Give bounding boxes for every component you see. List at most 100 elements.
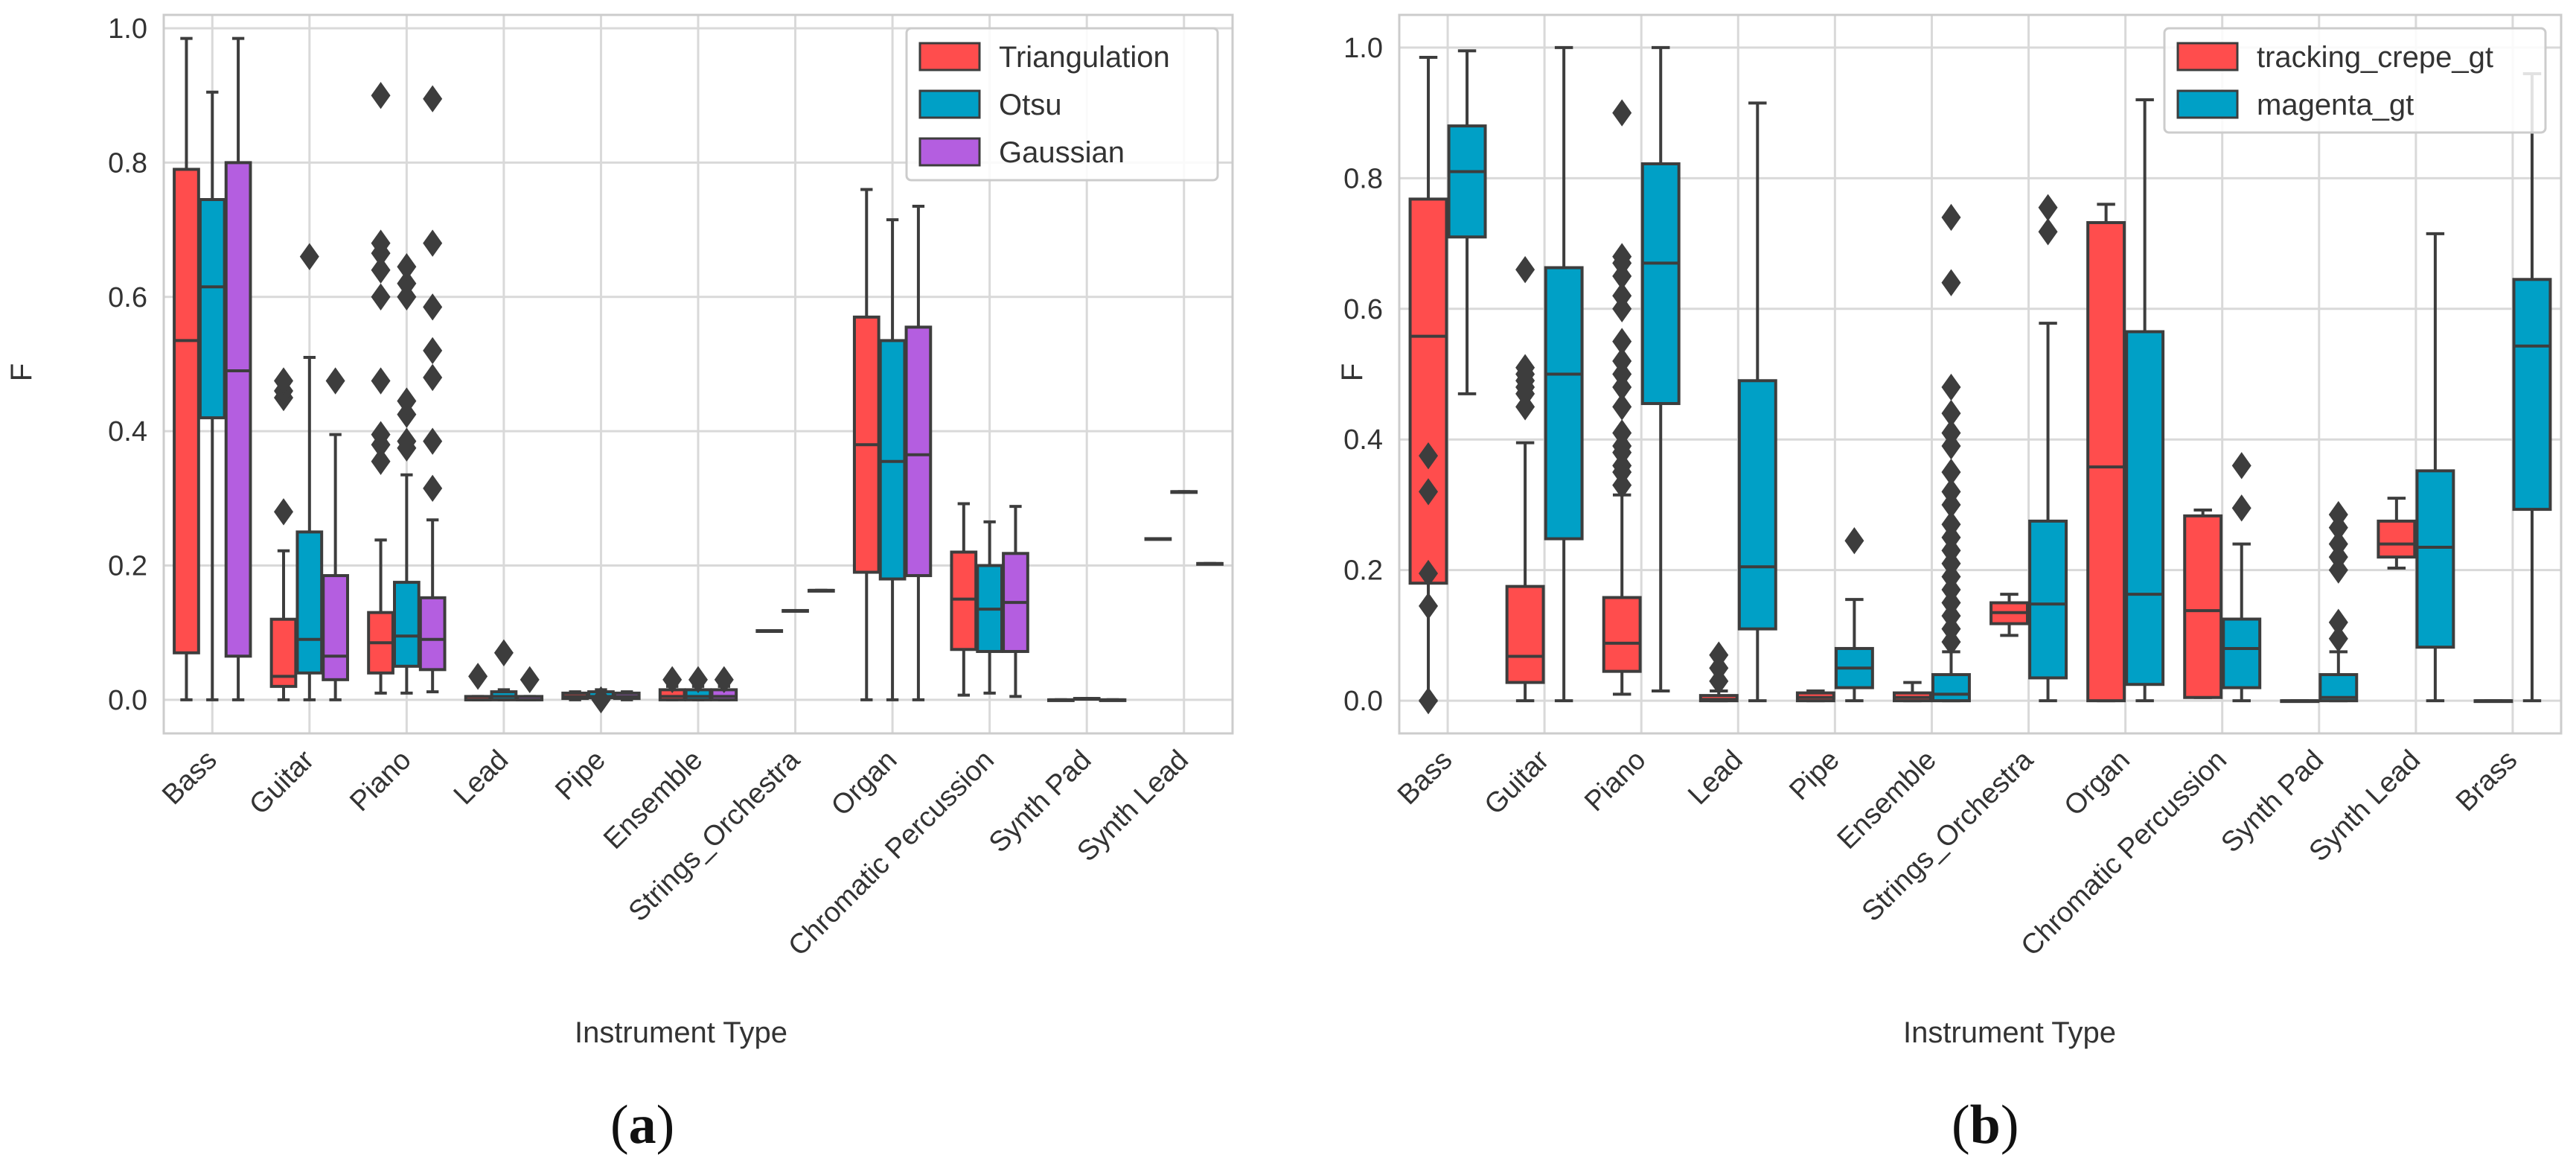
y-tick-label: 0.0 bbox=[1343, 686, 1383, 717]
x-tick-label: Organ bbox=[825, 745, 903, 822]
outlier-marker bbox=[2231, 494, 2251, 522]
outlier-marker bbox=[468, 663, 488, 690]
box-iqr bbox=[2512, 278, 2552, 512]
outlier-marker bbox=[1941, 399, 1961, 427]
box-Triangulation-Synth Lead bbox=[1144, 537, 1172, 541]
box-iqr bbox=[295, 530, 324, 675]
panel-label-open: ( bbox=[610, 1095, 629, 1156]
x-tick-label: Pipe bbox=[549, 745, 611, 806]
outlier-marker bbox=[662, 666, 683, 694]
outlier-marker bbox=[371, 447, 391, 475]
box-Triangulation-Organ bbox=[852, 188, 880, 701]
legend-label: Triangulation bbox=[999, 41, 1170, 74]
x-tick-label: Lead bbox=[448, 745, 514, 811]
outlier-marker bbox=[423, 85, 443, 112]
outlier-marker bbox=[423, 229, 443, 257]
box-Triangulation-Chromatic Percussion bbox=[950, 502, 978, 697]
plot-frame bbox=[162, 13, 1234, 735]
box-Gaussian-Ensemble bbox=[710, 666, 738, 701]
outlier-marker bbox=[1419, 559, 1439, 587]
box-tracking_crepe_gt-Ensemble bbox=[1892, 681, 1932, 703]
box-Triangulation-Ensemble bbox=[658, 666, 686, 701]
legend-label: magenta_gt bbox=[2257, 89, 2414, 121]
box-iqr bbox=[1505, 584, 1545, 684]
panel-label: (a) bbox=[610, 1095, 674, 1156]
box-iqr bbox=[2086, 220, 2126, 703]
box-iqr bbox=[1408, 197, 1448, 585]
plot-frame bbox=[1398, 13, 2563, 735]
x-tick-label: Guitar bbox=[1479, 744, 1556, 821]
chart-b: 0.0 0.2 0.4 0.6 0.8 1.0 Bass Guitar Piano Lead Pip… bbox=[1336, 13, 2563, 1156]
box-magenta_gt-Synth Lead bbox=[2415, 232, 2455, 703]
outlier-marker bbox=[371, 82, 391, 109]
box-iqr bbox=[878, 339, 907, 581]
outlier-marker bbox=[1612, 419, 1632, 447]
box-tracking_crepe_gt-Guitar bbox=[1505, 255, 1545, 703]
outlier-marker bbox=[1612, 282, 1632, 310]
x-tick-label: Organ bbox=[2059, 745, 2136, 822]
box-iqr bbox=[224, 161, 252, 658]
x-tick-label: Guitar bbox=[243, 744, 320, 821]
box-Triangulation-Lead bbox=[464, 663, 492, 701]
box-magenta_gt-Brass bbox=[2512, 71, 2552, 703]
outlier-marker bbox=[371, 421, 391, 448]
box-iqr bbox=[418, 596, 447, 672]
outlier-marker bbox=[423, 474, 443, 503]
box-Gaussian-Synth Pad bbox=[1099, 698, 1127, 702]
y-tick-label: 1.0 bbox=[1343, 33, 1383, 64]
outlier-marker bbox=[325, 367, 345, 395]
x-axis-label: Instrument Type bbox=[575, 1016, 787, 1049]
box-Triangulation-Pipe bbox=[561, 690, 589, 701]
x-tick-label: Piano bbox=[1579, 745, 1652, 818]
box-Otsu-Pipe bbox=[587, 686, 615, 714]
outlier-marker bbox=[1941, 511, 1961, 538]
y-tick-label: 0.8 bbox=[1343, 163, 1383, 194]
outlier-marker bbox=[371, 229, 391, 257]
box-magenta_gt-Bass bbox=[1447, 49, 1487, 395]
legend-swatch bbox=[2176, 42, 2239, 71]
outlier-marker bbox=[1941, 203, 1961, 232]
outlier-marker bbox=[371, 256, 391, 284]
legend-label: tracking_crepe_gt bbox=[2257, 41, 2493, 74]
outlier-marker bbox=[1612, 328, 1632, 355]
outlier-marker bbox=[299, 243, 319, 270]
box-Triangulation-Synth Pad bbox=[1047, 698, 1075, 702]
legend-label: Otsu bbox=[999, 89, 1061, 121]
outlier-marker bbox=[2328, 625, 2348, 652]
box-tracking_crepe_gt-Lead bbox=[1698, 641, 1739, 703]
outlier-marker bbox=[1941, 419, 1961, 447]
box-iqr bbox=[1931, 673, 1971, 703]
box-Otsu-Bass bbox=[198, 90, 226, 701]
y-tick-label: 0.6 bbox=[108, 282, 147, 313]
outlier-marker bbox=[1941, 269, 1961, 296]
box-iqr bbox=[2377, 519, 2417, 559]
outlier-marker bbox=[371, 283, 391, 310]
box-iqr bbox=[950, 550, 978, 652]
box-Otsu-Synth Lead bbox=[1170, 490, 1198, 494]
x-tick-label: Strings_Orchestra bbox=[623, 744, 807, 928]
box-tracking_crepe_gt-Piano bbox=[1602, 99, 1642, 696]
y-tick-label: 0.4 bbox=[108, 416, 147, 447]
panel-label-close: ) bbox=[656, 1095, 675, 1156]
outlier-marker bbox=[1419, 478, 1439, 506]
outlier-marker bbox=[688, 666, 708, 694]
box-tracking_crepe_gt-Pipe bbox=[1795, 689, 1835, 703]
box-Gaussian-Lead bbox=[516, 666, 544, 701]
x-tick-label: Pipe bbox=[1783, 745, 1845, 806]
outlier-marker bbox=[1844, 527, 1864, 555]
chart-a: 0.0 0.2 0.4 0.6 0.8 1.0 Bass Guitar Piano Lead Pip… bbox=[5, 13, 1234, 1156]
box-tracking_crepe_gt-Strings_Orchestra bbox=[1989, 593, 2029, 637]
outlier-marker bbox=[1612, 243, 1632, 270]
box-iqr bbox=[2028, 519, 2068, 680]
box-Gaussian-Pipe bbox=[613, 690, 641, 701]
outlier-marker bbox=[1941, 458, 1961, 486]
box-iqr bbox=[2415, 469, 2455, 649]
outlier-marker bbox=[1419, 686, 1439, 715]
legend-frame bbox=[905, 27, 1219, 182]
panel-label-letter: a bbox=[629, 1095, 656, 1156]
y-tick-label: 0.4 bbox=[1343, 424, 1383, 456]
outlier-marker bbox=[397, 270, 417, 297]
outlier-marker bbox=[274, 498, 294, 526]
x-tick-label: Lead bbox=[1682, 745, 1748, 811]
